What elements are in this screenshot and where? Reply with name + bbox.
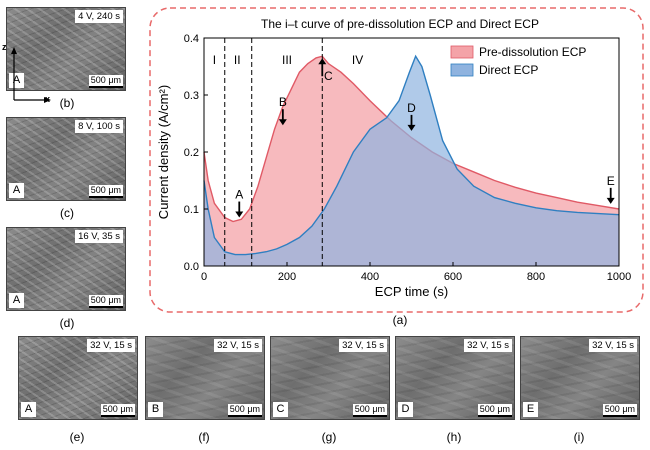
y-tick-label: 0.3 <box>184 90 199 102</box>
condition-label: 4 V, 240 s <box>75 10 123 23</box>
caption-b: (b) <box>59 96 75 110</box>
series-area-1 <box>204 56 619 266</box>
condition-label: 32 V, 15 s <box>589 339 637 352</box>
condition-label: 8 V, 100 s <box>75 120 123 133</box>
point-letter: D <box>398 402 413 417</box>
it-curve-chart: The i–t curve of pre-dissolution ECP and… <box>148 6 645 314</box>
scale-bar: 500 μm <box>477 404 512 417</box>
axis-z-label: z <box>2 42 7 52</box>
point-letter: A <box>9 73 24 88</box>
x-tick-label: 0 <box>201 271 207 283</box>
y-tick-label: 0.4 <box>184 33 199 45</box>
micrograph-d: 16 V, 35 s A 500 μm <box>6 227 126 311</box>
point-letter: C <box>273 402 288 417</box>
marker-label: D <box>407 101 416 115</box>
region-label: I <box>213 53 216 67</box>
chart-frame <box>149 7 644 313</box>
point-letter: A <box>21 402 36 417</box>
x-axis-label: ECP time (s) <box>375 284 448 299</box>
x-tick-label: 800 <box>527 271 545 283</box>
condition-label: 32 V, 15 s <box>87 339 135 352</box>
caption-a: (a) <box>392 313 408 327</box>
x-tick-label: 1000 <box>607 271 631 283</box>
marker-arrowhead <box>606 197 615 204</box>
marker-arrowhead <box>407 124 416 131</box>
marker-arrowhead <box>318 58 327 65</box>
caption-e: (e) <box>69 430 85 444</box>
legend-swatch <box>450 45 474 59</box>
point-letter: A <box>9 293 24 308</box>
scale-bar: 500 μm <box>352 404 387 417</box>
scale-bar: 500 μm <box>88 185 123 198</box>
condition-label: 16 V, 35 s <box>75 230 123 243</box>
micrograph-g: 32 V, 15 s C 500 μm <box>270 336 390 420</box>
region-label: II <box>234 53 241 67</box>
marker-label: A <box>235 188 243 202</box>
micrograph-f: 32 V, 15 s B 500 μm <box>145 336 265 420</box>
condition-label: 32 V, 15 s <box>339 339 387 352</box>
axis-indicator <box>11 47 51 103</box>
scale-bar: 500 μm <box>88 295 123 308</box>
y-axis-label: Current density (A/cm²) <box>156 85 171 219</box>
caption-c: (c) <box>60 206 74 220</box>
chart-svg: The i–t curve of pre-dissolution ECP and… <box>149 7 644 313</box>
chart-title: The i–t curve of pre-dissolution ECP and… <box>261 17 539 31</box>
caption-d: (d) <box>59 316 75 330</box>
micrograph-h: 32 V, 15 s D 500 μm <box>395 336 515 420</box>
caption-g: (g) <box>321 430 337 444</box>
scale-bar: 500 μm <box>88 75 123 88</box>
micrograph-c: 8 V, 100 s A 500 μm <box>6 117 126 201</box>
point-letter: B <box>148 402 163 417</box>
point-letter: A <box>9 183 24 198</box>
series-line-0 <box>203 55 620 223</box>
series-line-1 <box>203 54 620 256</box>
region-label: III <box>282 53 292 67</box>
micrograph-b: 4 V, 240 s A 500 μm <box>6 7 126 91</box>
condition-label: 32 V, 15 s <box>214 339 262 352</box>
caption-h: (h) <box>446 430 462 444</box>
legend-swatch <box>450 63 474 77</box>
marker-label: B <box>279 95 287 109</box>
caption-i: (i) <box>573 430 585 444</box>
x-tick-label: 200 <box>278 271 296 283</box>
scale-bar: 500 μm <box>100 404 135 417</box>
marker-arrowhead <box>235 211 244 218</box>
region-label: IV <box>352 53 363 67</box>
axis-x-label: x <box>45 94 51 104</box>
legend-label: Direct ECP <box>479 63 538 77</box>
y-tick-label: 0.2 <box>184 147 199 159</box>
point-letter: E <box>523 402 538 417</box>
x-tick-label: 400 <box>361 271 379 283</box>
caption-f: (f) <box>198 430 210 444</box>
condition-label: 32 V, 15 s <box>464 339 512 352</box>
micrograph-e: 32 V, 15 s A 500 μm <box>18 336 138 420</box>
scale-bar: 500 μm <box>602 404 637 417</box>
y-tick-label: 0.1 <box>184 204 199 216</box>
marker-arrowhead <box>278 119 287 126</box>
scale-bar: 500 μm <box>227 404 262 417</box>
legend-label: Pre-dissolution ECP <box>479 45 586 59</box>
y-tick-label: 0.0 <box>184 261 199 273</box>
marker-label: E <box>607 174 615 188</box>
micrograph-i: 32 V, 15 s E 500 μm <box>520 336 640 420</box>
marker-label: C <box>324 69 333 83</box>
x-tick-label: 600 <box>444 271 462 283</box>
